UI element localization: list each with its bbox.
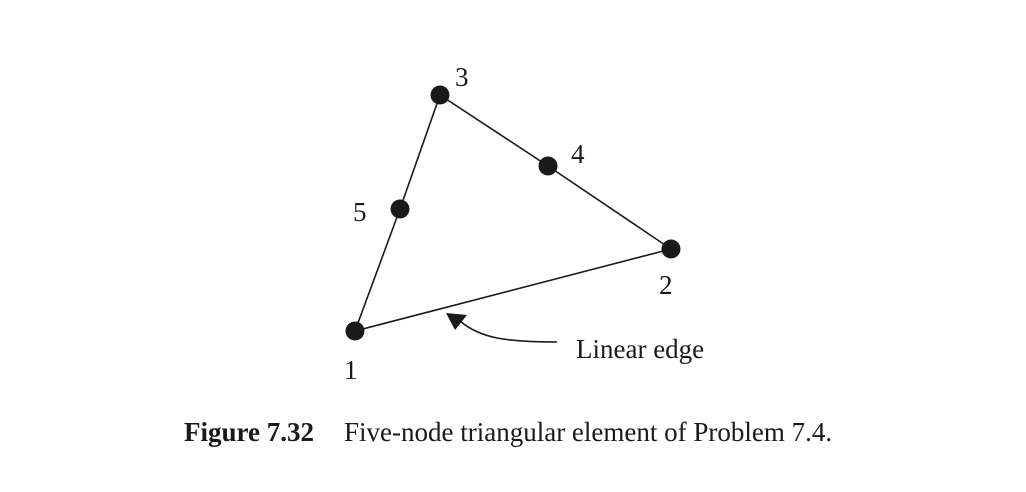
node-5-label: 5 bbox=[353, 197, 367, 227]
node-3 bbox=[430, 85, 450, 105]
node-2 bbox=[661, 239, 681, 259]
node-4 bbox=[538, 156, 558, 176]
node-2-label: 2 bbox=[659, 270, 673, 300]
edge-3-4 bbox=[439, 94, 549, 167]
node-4-label: 4 bbox=[571, 139, 585, 169]
node-3-label: 3 bbox=[455, 62, 469, 92]
node-5 bbox=[390, 199, 410, 219]
figure-caption: Figure 7.32 Five-node triangular element … bbox=[184, 414, 984, 450]
node-1 bbox=[345, 321, 365, 341]
node-1-label: 1 bbox=[344, 355, 358, 385]
figure-number: Figure 7.32 bbox=[184, 417, 314, 447]
annotation-arrow-line bbox=[459, 320, 558, 343]
edge-1-2-linear bbox=[354, 248, 672, 332]
figure-caption-text: Five-node triangular element of Problem … bbox=[344, 417, 833, 447]
linear-edge-label: Linear edge bbox=[576, 334, 704, 364]
edge-1-5 bbox=[354, 208, 401, 332]
edge-5-3 bbox=[399, 94, 441, 210]
edge-4-2 bbox=[547, 165, 672, 250]
annotation-arrowhead bbox=[446, 313, 467, 330]
